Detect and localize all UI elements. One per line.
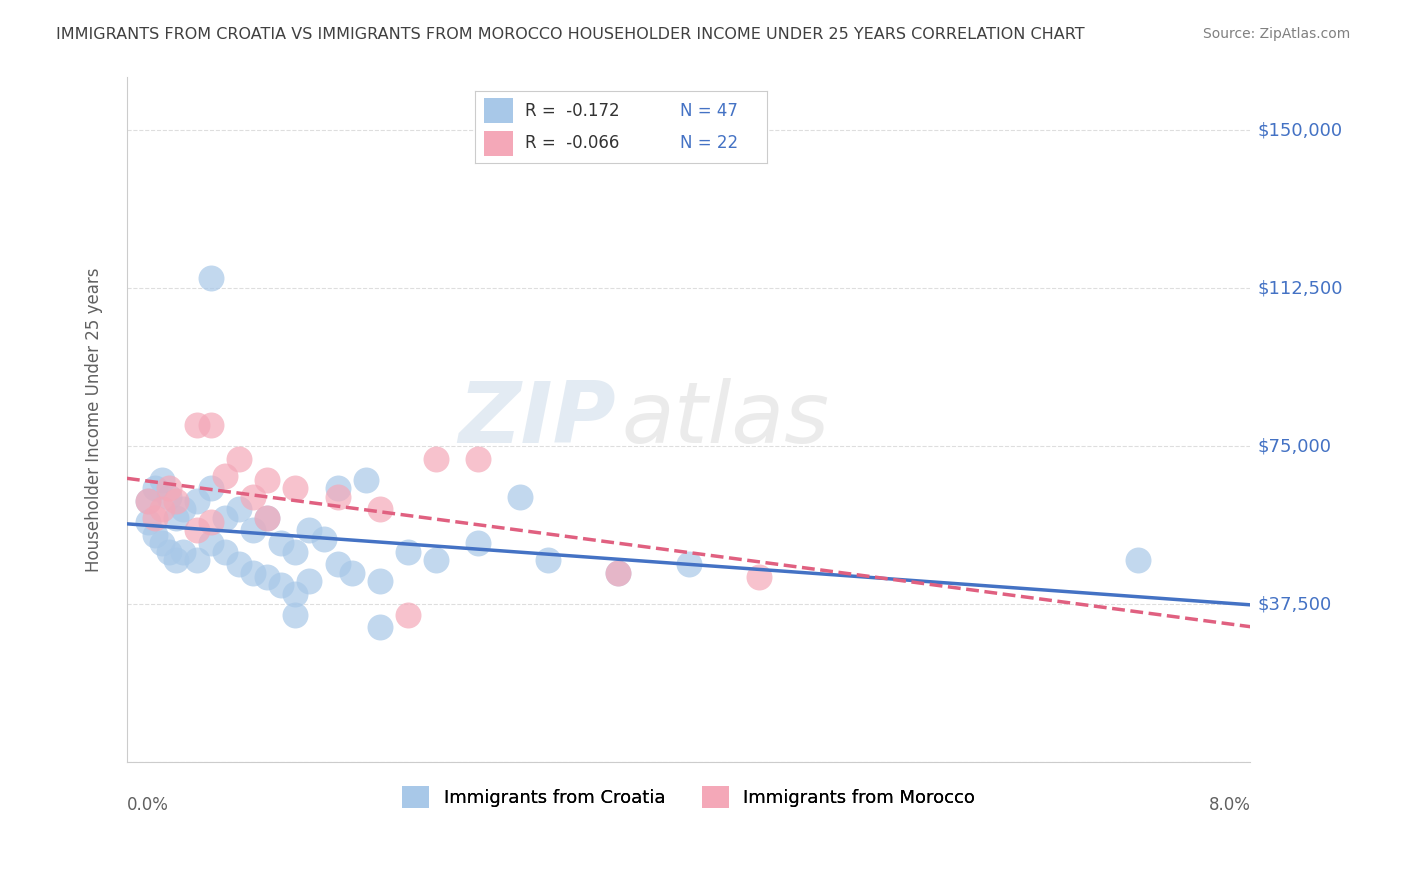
- Point: [242, 524, 264, 538]
- Point: [143, 481, 166, 495]
- Legend: Immigrants from Croatia, Immigrants from Morocco: Immigrants from Croatia, Immigrants from…: [395, 779, 983, 814]
- Text: 0.0%: 0.0%: [127, 797, 169, 814]
- Point: [157, 490, 180, 504]
- Point: [136, 515, 159, 529]
- Point: [340, 566, 363, 580]
- Point: [326, 557, 349, 571]
- Y-axis label: Householder Income Under 25 years: Householder Income Under 25 years: [86, 268, 103, 572]
- Point: [509, 490, 531, 504]
- Point: [186, 553, 208, 567]
- Point: [150, 473, 173, 487]
- Point: [607, 566, 630, 580]
- Point: [270, 578, 292, 592]
- Point: [143, 527, 166, 541]
- Point: [607, 566, 630, 580]
- Point: [186, 418, 208, 433]
- Text: ZIP: ZIP: [458, 378, 616, 461]
- Point: [298, 524, 321, 538]
- Point: [425, 451, 447, 466]
- Text: 8.0%: 8.0%: [1209, 797, 1250, 814]
- Point: [256, 473, 278, 487]
- Point: [467, 536, 489, 550]
- Point: [368, 574, 391, 588]
- Point: [242, 490, 264, 504]
- Point: [228, 502, 250, 516]
- Point: [150, 502, 173, 516]
- Point: [214, 510, 236, 524]
- Point: [228, 557, 250, 571]
- Point: [200, 481, 222, 495]
- Point: [186, 494, 208, 508]
- Point: [284, 544, 307, 558]
- Point: [143, 510, 166, 524]
- Point: [228, 451, 250, 466]
- Point: [256, 510, 278, 524]
- Point: [284, 607, 307, 622]
- Point: [270, 536, 292, 550]
- Point: [298, 574, 321, 588]
- Point: [172, 544, 194, 558]
- Point: [1126, 553, 1149, 567]
- Point: [165, 494, 187, 508]
- Text: Source: ZipAtlas.com: Source: ZipAtlas.com: [1202, 27, 1350, 41]
- Point: [354, 473, 377, 487]
- Point: [136, 494, 159, 508]
- Point: [326, 490, 349, 504]
- Point: [312, 532, 335, 546]
- Text: $150,000: $150,000: [1257, 121, 1343, 139]
- Point: [396, 607, 419, 622]
- Text: atlas: atlas: [621, 378, 830, 461]
- Point: [214, 544, 236, 558]
- Point: [157, 481, 180, 495]
- Point: [172, 502, 194, 516]
- Point: [157, 544, 180, 558]
- Point: [150, 536, 173, 550]
- Point: [256, 570, 278, 584]
- Point: [368, 502, 391, 516]
- Point: [467, 451, 489, 466]
- Point: [678, 557, 700, 571]
- Text: IMMIGRANTS FROM CROATIA VS IMMIGRANTS FROM MOROCCO HOUSEHOLDER INCOME UNDER 25 Y: IMMIGRANTS FROM CROATIA VS IMMIGRANTS FR…: [56, 27, 1085, 42]
- Point: [200, 515, 222, 529]
- Point: [165, 510, 187, 524]
- Point: [200, 418, 222, 433]
- Point: [256, 510, 278, 524]
- Point: [425, 553, 447, 567]
- Point: [186, 524, 208, 538]
- Point: [214, 468, 236, 483]
- Point: [537, 553, 560, 567]
- Point: [368, 620, 391, 634]
- Text: $112,500: $112,500: [1257, 279, 1343, 297]
- Point: [284, 587, 307, 601]
- Point: [165, 553, 187, 567]
- Point: [326, 481, 349, 495]
- Text: $37,500: $37,500: [1257, 595, 1331, 613]
- Point: [136, 494, 159, 508]
- Point: [284, 481, 307, 495]
- Point: [200, 536, 222, 550]
- Point: [748, 570, 770, 584]
- Point: [200, 270, 222, 285]
- Text: $75,000: $75,000: [1257, 437, 1331, 455]
- Point: [242, 566, 264, 580]
- Point: [396, 544, 419, 558]
